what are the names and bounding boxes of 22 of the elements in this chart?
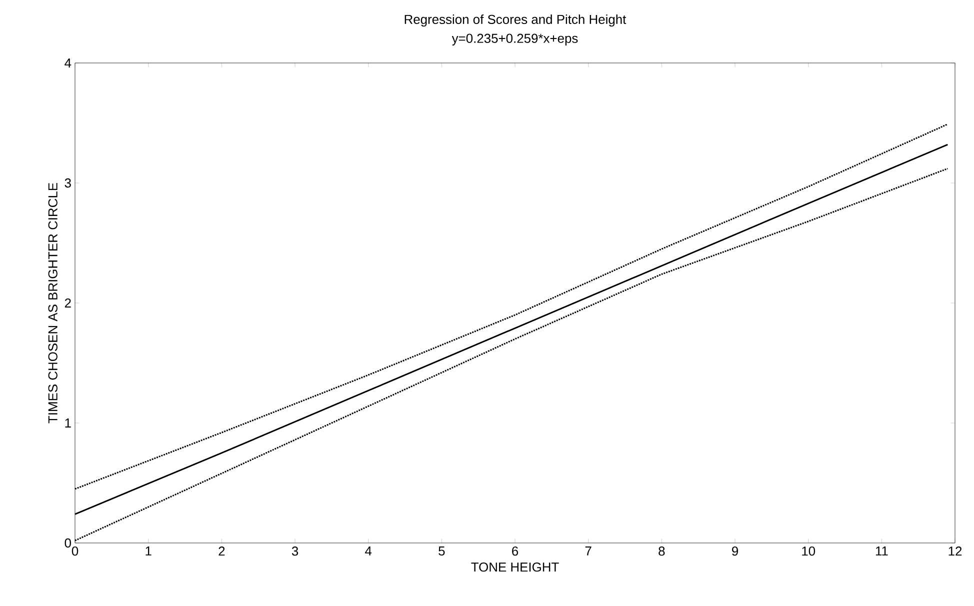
y-tick-label: 4 — [64, 58, 72, 68]
chart-subtitle: y=0.235+0.259*x+eps — [452, 34, 578, 46]
x-tick-label: 1 — [146, 546, 152, 556]
chart-title: Regression of Scores and Pitch Height — [404, 14, 626, 27]
x-tick-label: 11 — [876, 546, 888, 556]
x-axis-title: TONE HEIGHT — [471, 562, 559, 572]
x-tick-label: 3 — [292, 546, 298, 556]
y-axis-title: TIMES CHOSEN AS BRIGHTER CIRCLE — [48, 183, 58, 424]
y-tick-label: 2 — [64, 298, 71, 308]
x-tick-label: 0 — [72, 546, 78, 556]
x-tick-label: 6 — [512, 546, 518, 556]
x-tick-label: 2 — [218, 546, 225, 556]
x-tick-label: 9 — [732, 546, 738, 556]
x-tick-label: 7 — [585, 546, 592, 556]
x-tick-label: 10 — [802, 546, 816, 556]
x-tick-label: 12 — [948, 546, 962, 556]
y-tick-label: 1 — [65, 418, 71, 428]
x-tick-label: 8 — [658, 546, 665, 556]
x-tick-label: 4 — [365, 546, 372, 556]
x-tick-label: 5 — [438, 546, 445, 556]
y-tick-label: 3 — [64, 178, 71, 188]
y-tick-label: 0 — [64, 538, 71, 548]
